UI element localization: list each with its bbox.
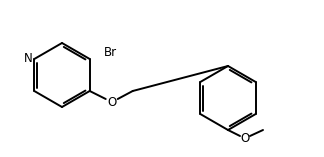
Text: O: O <box>107 95 116 108</box>
Text: Br: Br <box>104 46 117 59</box>
Text: O: O <box>240 133 249 146</box>
Text: N: N <box>24 52 33 65</box>
